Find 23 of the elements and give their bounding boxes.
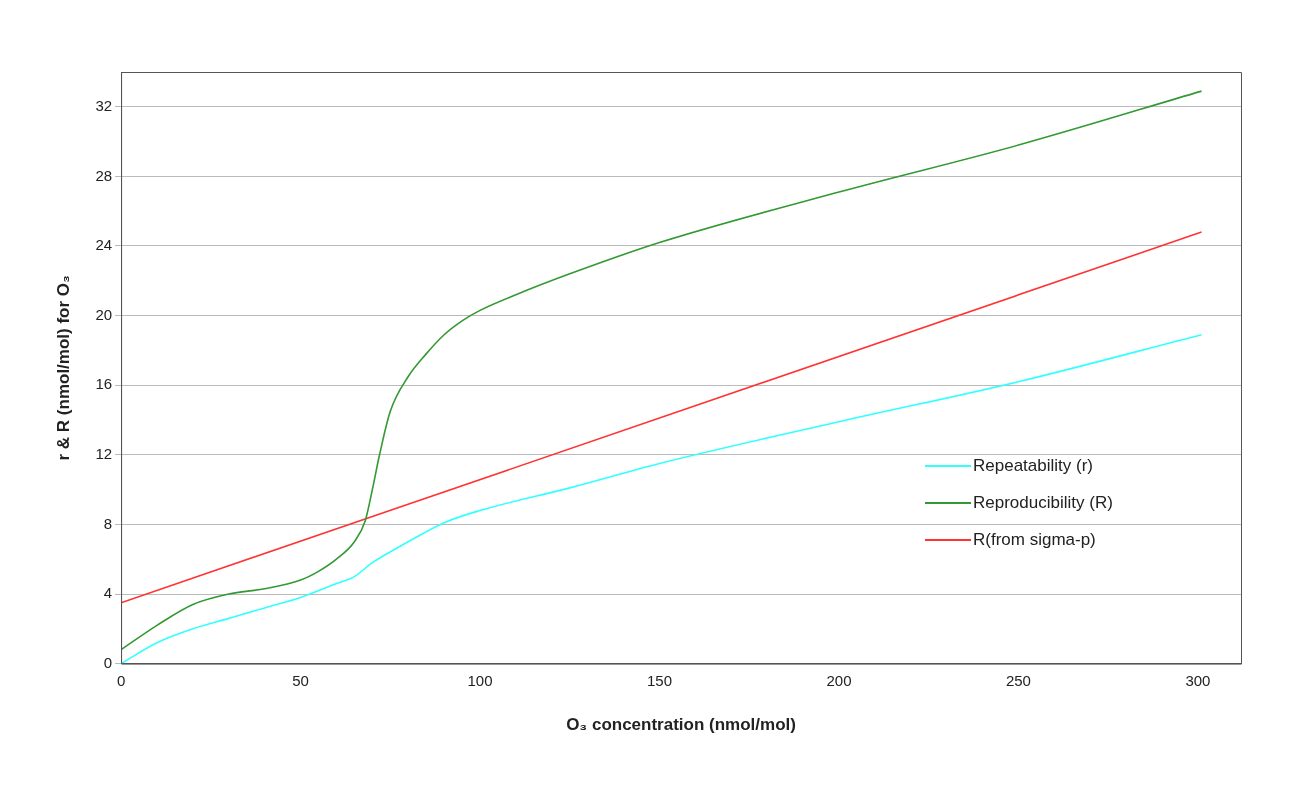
y-tick-label: 4 xyxy=(103,584,113,602)
y-tick-label: 0 xyxy=(103,653,113,671)
line-series xyxy=(121,90,1203,651)
x-tick-label: 200 xyxy=(826,671,852,689)
legend-label: Repeatability (r) xyxy=(973,455,1093,476)
x-tick-label: 300 xyxy=(1185,671,1211,689)
x-axis-title: O₃ concentration (nmol/mol) xyxy=(566,715,796,735)
y-tick-label: 8 xyxy=(103,514,113,532)
x-tick-label: 50 xyxy=(292,671,309,689)
x-tick-label: 150 xyxy=(646,671,673,689)
legend-label: R(from sigma-p) xyxy=(973,529,1096,550)
y-axis-title: r & R (nmol/mol) for O₃ xyxy=(53,275,73,461)
y-tick-label: 32 xyxy=(95,96,113,114)
y-tick-label: 24 xyxy=(95,236,113,254)
x-tick-label: 100 xyxy=(467,671,493,689)
y-tick-label: 20 xyxy=(95,305,113,323)
y-tick-label: 16 xyxy=(95,375,113,393)
line-series xyxy=(121,333,1203,664)
legend-label: Reproducibility (R) xyxy=(973,492,1113,513)
y-tick-label: 28 xyxy=(95,166,113,184)
x-tick-label: 0 xyxy=(116,671,126,689)
y-tick-label: 12 xyxy=(95,444,113,462)
x-tick-label: 250 xyxy=(1005,671,1031,689)
